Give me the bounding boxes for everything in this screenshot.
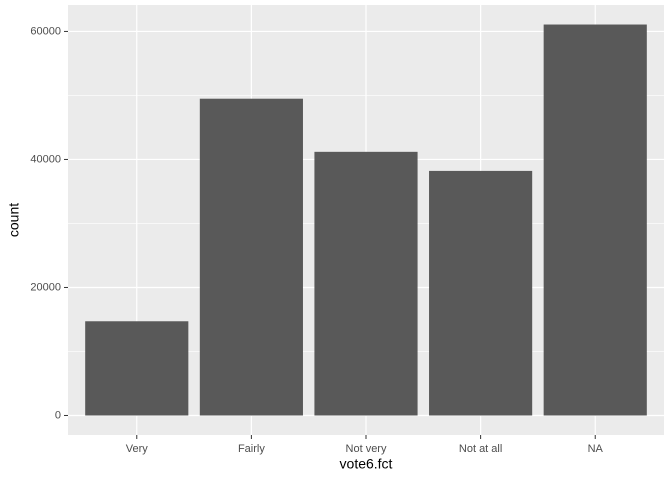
x-axis-title: vote6.fct xyxy=(340,456,393,472)
bar xyxy=(429,170,533,416)
marks xyxy=(85,24,647,416)
y-tick-label: 60000 xyxy=(30,25,61,37)
x-tick-label: NA xyxy=(588,443,604,455)
y-tick-label: 40000 xyxy=(30,153,61,165)
x-tick-label: Not very xyxy=(346,443,387,455)
bar xyxy=(543,24,647,416)
bar xyxy=(314,151,418,416)
bar xyxy=(199,98,303,416)
x-tick-label: Not at all xyxy=(459,443,502,455)
y-tick-label: 20000 xyxy=(30,281,61,293)
y-tick-label: 0 xyxy=(55,409,61,421)
bar xyxy=(85,321,189,416)
x-tick-label: Fairly xyxy=(238,443,265,455)
y-axis-title: count xyxy=(6,203,22,237)
x-tick-label: Very xyxy=(126,443,149,455)
